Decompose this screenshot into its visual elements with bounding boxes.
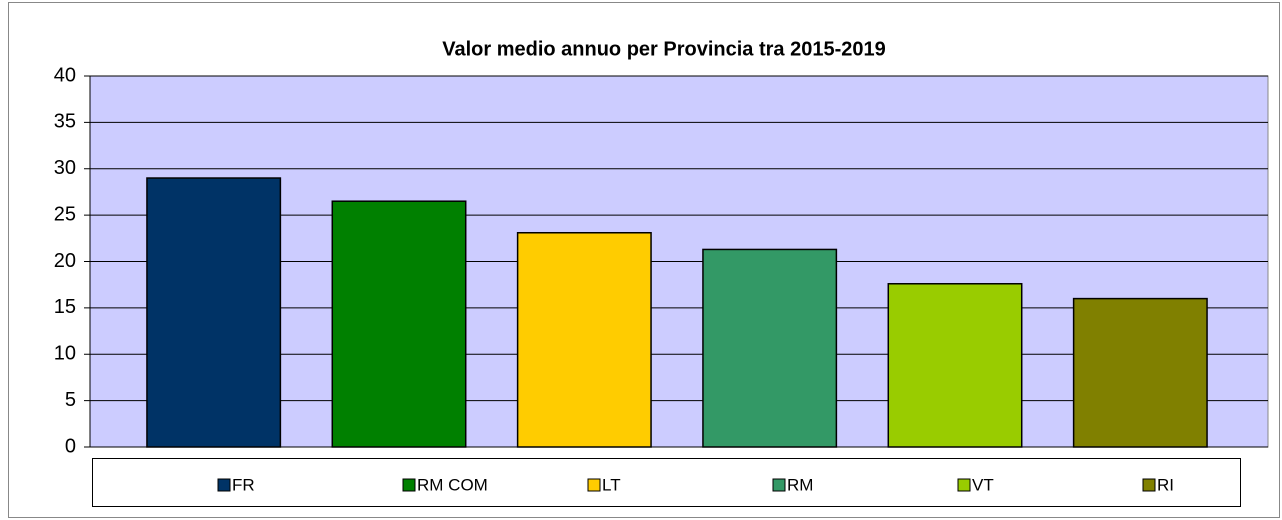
legend-label: RM bbox=[787, 475, 813, 494]
y-tick-label: 15 bbox=[54, 296, 76, 318]
y-tick-label: 30 bbox=[54, 157, 76, 179]
legend-swatch bbox=[1142, 478, 1156, 492]
chart-title: Valor medio annuo per Provincia tra 2015… bbox=[442, 38, 886, 60]
legend-label: LT bbox=[602, 475, 621, 494]
legend-label: VT bbox=[972, 475, 994, 494]
y-tick-label: 10 bbox=[54, 343, 76, 365]
y-tick-label: 0 bbox=[65, 435, 76, 457]
legend-swatch bbox=[217, 478, 231, 492]
legend-swatch bbox=[402, 478, 416, 492]
y-tick-label: 35 bbox=[54, 111, 76, 133]
y-tick-label: 40 bbox=[54, 64, 76, 86]
legend-box bbox=[92, 458, 1241, 507]
legend-swatch bbox=[957, 478, 971, 492]
bar bbox=[887, 283, 1023, 448]
legend-label: FR bbox=[232, 475, 255, 494]
y-tick-label: 25 bbox=[54, 203, 76, 225]
legend-swatch bbox=[587, 478, 601, 492]
y-tick-label: 5 bbox=[65, 389, 76, 411]
y-tick-label: 20 bbox=[54, 250, 76, 272]
legend-label: RI bbox=[1157, 475, 1174, 494]
bar bbox=[1072, 297, 1208, 448]
bar bbox=[146, 177, 282, 448]
legend-swatch bbox=[772, 478, 786, 492]
bar bbox=[702, 248, 838, 448]
legend-label: RM COM bbox=[417, 475, 488, 494]
bar bbox=[331, 200, 467, 448]
bar bbox=[516, 231, 652, 448]
